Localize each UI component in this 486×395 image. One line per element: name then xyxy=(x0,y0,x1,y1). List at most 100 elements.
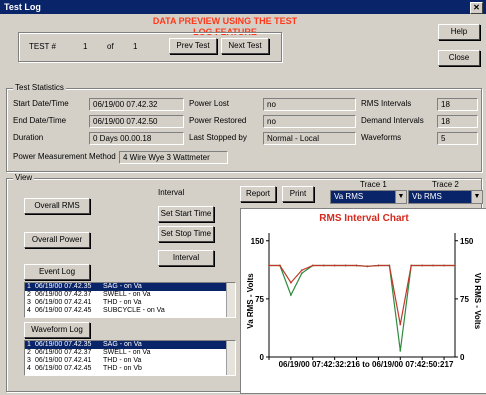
duration-label: Duration xyxy=(13,133,44,142)
list-item[interactable]: 2 06/19/00 07.42.37 SWELL - on Va xyxy=(25,349,235,357)
series-line-vb-rms xyxy=(269,264,455,351)
chevron-down-icon[interactable]: ▼ xyxy=(395,191,406,203)
rms-interval-chart: RMS Interval Chart Va RMS - Volts Vb RMS… xyxy=(240,208,486,394)
interval-label: Interval xyxy=(158,188,185,197)
data-point xyxy=(300,269,303,272)
row-time: 06/19/00 07.42.35 xyxy=(35,283,92,290)
print-button[interactable]: Print xyxy=(282,186,314,202)
waveforms-label: Waveforms xyxy=(361,133,402,142)
row-index: 4 xyxy=(27,307,31,314)
row-desc: SAG - on Va xyxy=(103,341,142,348)
data-point xyxy=(377,264,380,267)
data-point xyxy=(410,264,413,267)
chevron-down-icon[interactable]: ▼ xyxy=(471,191,482,203)
data-point xyxy=(366,265,369,268)
close-window-button[interactable]: ✕ xyxy=(470,2,483,14)
help-button[interactable]: Help xyxy=(438,24,480,40)
list-item[interactable]: 4 06/19/00 07.42.45 SUBCYCLE - on Va xyxy=(25,307,235,315)
prev-test-button[interactable]: Prev Test xyxy=(169,38,217,54)
waveform-log-button[interactable]: Waveform Log xyxy=(24,322,90,338)
event-log-scrollbar[interactable] xyxy=(226,283,235,317)
last-stopped-label: Last Stopped by xyxy=(189,133,247,142)
row-index: 4 xyxy=(27,365,31,372)
y-axis-label-left: Va RMS - Volts xyxy=(246,273,255,329)
title-bar: Test Log ✕ xyxy=(0,0,486,14)
row-time: 06/19/00 07.42.37 xyxy=(35,291,92,298)
chart-title: RMS Interval Chart xyxy=(319,213,409,224)
data-point xyxy=(399,323,402,326)
overall-rms-button[interactable]: Overall RMS xyxy=(24,198,90,214)
close-button[interactable]: Close xyxy=(438,50,480,66)
data-point xyxy=(355,264,358,267)
waveforms-field: 5 xyxy=(437,132,478,145)
row-desc: SAG - on Va xyxy=(103,283,142,290)
y-tick-label-left: 150 xyxy=(251,237,265,246)
trace2-select[interactable]: Vb RMS ▼ xyxy=(408,190,483,204)
data-point xyxy=(432,264,435,267)
row-time: 06/19/00 07.42.35 xyxy=(35,341,92,348)
trace1-label: Trace 1 xyxy=(360,180,387,189)
test-statistics-label: Test Statistics xyxy=(13,83,66,92)
interval-button[interactable]: Interval xyxy=(158,250,214,266)
list-item[interactable]: 4 06/19/00 07.42.45 THD - on Vb xyxy=(25,365,235,373)
list-item[interactable]: 1 06/19/00 07.42.35 SAG - on Va xyxy=(25,341,235,349)
chart-svg: RMS Interval Chart Va RMS - Volts Vb RMS… xyxy=(246,213,482,369)
plot-area: 150 150 75 75 0 0 xyxy=(251,233,474,362)
duration-field: 0 Days 00.00.18 xyxy=(89,132,184,145)
banner-line-1: DATA PREVIEW USING THE TEST xyxy=(152,16,298,26)
y-tick-label-left: 0 xyxy=(260,353,265,362)
set-stop-time-button[interactable]: Set Stop Time xyxy=(158,226,214,242)
row-desc: SUBCYCLE - on Va xyxy=(103,307,165,314)
test-of-label: of xyxy=(107,42,114,51)
data-point xyxy=(454,264,456,267)
data-point xyxy=(443,264,445,267)
row-index: 2 xyxy=(27,291,31,298)
row-index: 3 xyxy=(27,299,31,306)
data-point xyxy=(311,264,314,267)
set-start-time-button[interactable]: Set Start Time xyxy=(158,206,214,222)
waveform-log-list[interactable]: 1 06/19/00 07.42.35 SAG - on Va 2 06/19/00 … xyxy=(24,340,236,376)
data-point xyxy=(388,264,391,267)
trace2-value: Vb RMS xyxy=(412,192,442,201)
data-point xyxy=(333,264,336,267)
event-log-list[interactable]: 1 06/19/00 07.42.35 SAG - on Va 2 06/19/00 … xyxy=(24,282,236,318)
data-point xyxy=(344,264,347,267)
y-tick-label-left: 75 xyxy=(255,295,264,304)
waveform-log-scrollbar[interactable] xyxy=(226,341,235,375)
end-time-field: 06/19/00 07.42.50 xyxy=(89,115,184,128)
row-index: 1 xyxy=(27,341,31,348)
row-time: 06/19/00 07.42.41 xyxy=(35,357,92,364)
row-index: 3 xyxy=(27,357,31,364)
trace1-select[interactable]: Va RMS ▼ xyxy=(330,190,407,204)
data-point xyxy=(322,264,325,267)
data-point xyxy=(300,272,303,275)
rms-intervals-label: RMS Intervals xyxy=(361,99,412,108)
x-axis-label: 06/19/00 07:42:32:216 to 06/19/00 07:42:… xyxy=(279,360,454,369)
next-test-button[interactable]: Next Test xyxy=(221,38,269,54)
test-total-value: 1 xyxy=(133,42,138,51)
list-item[interactable]: 2 06/19/00 07.42.37 SWELL - on Va xyxy=(25,291,235,299)
end-time-label: End Date/Time xyxy=(13,116,67,125)
measurement-method-field: 4 Wire Wye 3 Wattmeter xyxy=(119,151,228,164)
y-axis-label-right: Vb RMS - Volts xyxy=(473,273,482,330)
row-time: 06/19/00 07.42.37 xyxy=(35,349,92,356)
measurement-method-label: Power Measurement Method xyxy=(13,152,116,161)
list-item[interactable]: 3 06/19/00 07.42.41 THD - on Va xyxy=(25,299,235,307)
report-button[interactable]: Report xyxy=(240,186,276,202)
y-tick-label-right: 150 xyxy=(460,237,474,246)
overall-power-button[interactable]: Overall Power xyxy=(24,232,90,248)
power-lost-label: Power Lost xyxy=(189,99,230,108)
row-time: 06/19/00 07.42.45 xyxy=(35,307,92,314)
test-nav-group: TEST # 1 of 1 Prev Test Next Test xyxy=(18,32,282,62)
row-desc: THD - on Va xyxy=(103,299,142,306)
demand-intervals-field: 18 xyxy=(437,115,478,128)
row-desc: THD - on Vb xyxy=(103,365,142,372)
list-item[interactable]: 1 06/19/00 07.42.35 SAG - on Va xyxy=(25,283,235,291)
trace2-label: Trace 2 xyxy=(432,180,459,189)
test-number-label: TEST # xyxy=(29,42,56,51)
data-point xyxy=(421,264,424,267)
power-restored-field: no xyxy=(263,115,356,128)
start-time-label: Start Date/Time xyxy=(13,99,69,108)
event-log-button[interactable]: Event Log xyxy=(24,264,90,280)
list-item[interactable]: 3 06/19/00 07.42.41 THD - on Va xyxy=(25,357,235,365)
